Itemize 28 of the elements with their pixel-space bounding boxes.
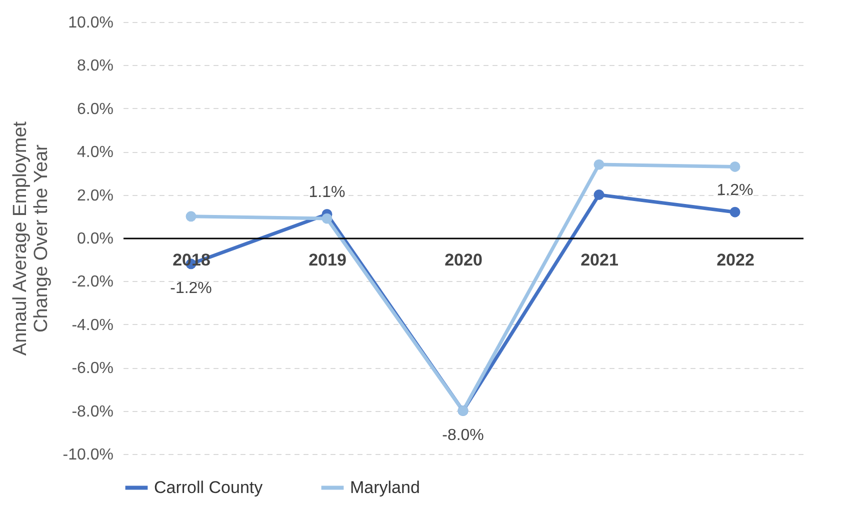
point: [730, 161, 740, 172]
legend-label: Maryland: [350, 478, 420, 497]
point: [594, 159, 604, 170]
x-tick-label: 2021: [580, 250, 618, 270]
y-tick-label: 4.0%: [77, 144, 114, 162]
x-tick-label: 2022: [716, 250, 754, 270]
y-tick-label: 6.0%: [77, 100, 114, 118]
data-label: -1.2%: [170, 280, 212, 297]
point: [594, 190, 604, 200]
y-tick-label: 10.0%: [68, 14, 114, 32]
legend-label: Carroll County: [154, 478, 264, 497]
x-tick-label: 2019: [308, 250, 346, 270]
data-label: 1.2%: [716, 182, 754, 200]
data-label: 1.1%: [308, 184, 346, 202]
y-tick-label: 2.0%: [77, 187, 114, 204]
y-tick-label: -4.0%: [72, 316, 114, 334]
point: [186, 211, 196, 222]
point: [730, 206, 740, 218]
y-tick-label: 0.0%: [77, 230, 114, 248]
data-label: -8.0%: [442, 426, 484, 444]
y-tick-label: -6.0%: [72, 360, 114, 378]
y-axis-title: Annaul Average Employmet Change Over the Year: [10, 120, 52, 356]
point: [322, 213, 332, 224]
y-tick-label: -8.0%: [72, 403, 114, 420]
y-tick-label: -2.0%: [72, 274, 114, 291]
x-tick-label: 2020: [444, 250, 482, 270]
y-tick-label: -10.0%: [62, 446, 114, 464]
y-tick-label: 8.0%: [77, 58, 114, 75]
